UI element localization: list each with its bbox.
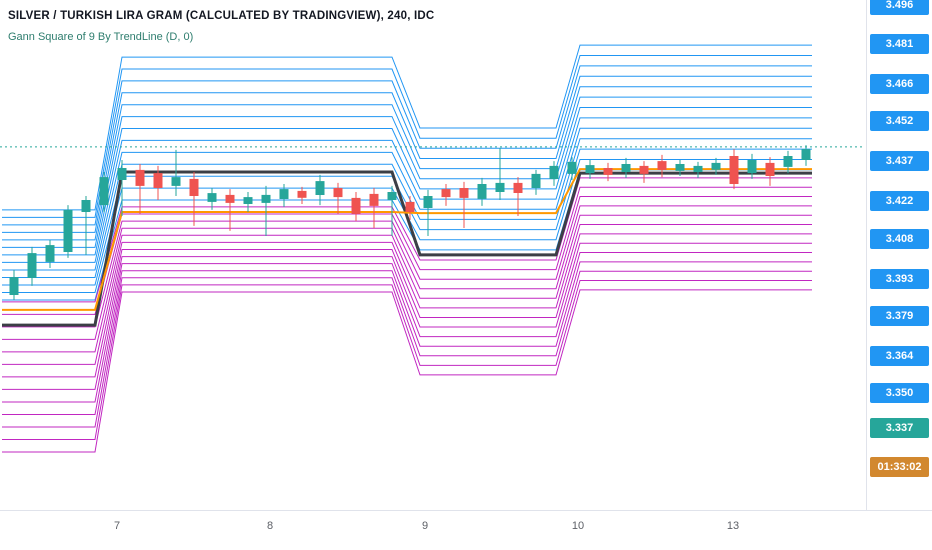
time-axis-label: 9 [421,520,429,532]
price-axis-label: 3.437 [870,151,929,172]
chart-canvas[interactable] [0,0,866,510]
time-axis-label: 8 [266,520,274,532]
price-axis-label: 3.481 [870,34,929,54]
price-axis-label: 3.452 [870,111,929,132]
price-axis-label: 3.422 [870,191,929,212]
price-axis-label: 3.364 [870,346,929,366]
time-axis-label: 7 [113,520,121,532]
time-axis-label: 13 [726,520,740,532]
bar-countdown-label: 01:33:02 [870,456,929,477]
price-axis-label: 3.466 [870,74,929,94]
time-axis[interactable]: 7 8 9 10 13 [0,510,932,550]
price-axis-label: 3.350 [870,383,929,404]
candlestick-series [9,145,811,300]
price-axis-label: 3.379 [870,306,929,326]
price-axis-label: 3.393 [870,268,929,289]
price-axis-label: 3.408 [870,228,929,249]
gann-mid-line [2,168,812,311]
last-price-label: 3.337 [870,418,929,438]
price-axis[interactable]: 3.496 3.481 3.466 3.452 3.437 3.422 3.408 3.393… [866,0,932,510]
price-axis-label: 3.496 [870,0,929,16]
time-axis-label: 10 [571,520,585,532]
